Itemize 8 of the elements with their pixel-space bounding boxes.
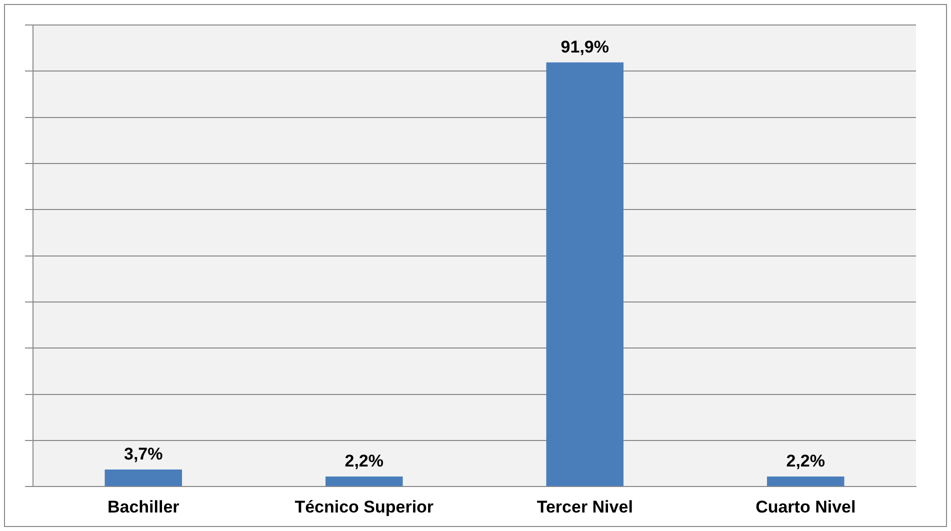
data-label: 2,2% — [344, 452, 384, 471]
data-label: 91,9% — [560, 38, 609, 57]
x-tick-label: Cuarto Nivel — [756, 497, 856, 516]
x-tick-label: Tercer Nivel — [536, 497, 633, 516]
data-label: 3,7% — [124, 444, 163, 464]
x-tick-label: Bachiller — [107, 497, 180, 516]
data-label: 2,2% — [786, 452, 825, 471]
x-tick-label: Técnico Superior — [294, 497, 434, 516]
